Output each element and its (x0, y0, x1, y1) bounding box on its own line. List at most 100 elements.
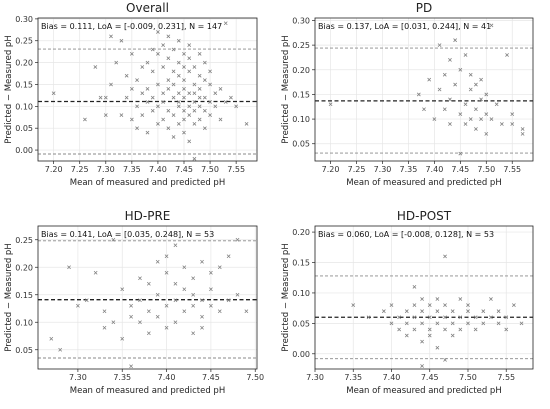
chart-title: HD-PRE (125, 209, 171, 223)
data-point (404, 333, 409, 338)
y-tick-label: 0.25 (15, 37, 33, 46)
data-point (466, 321, 470, 326)
data-point (484, 92, 489, 97)
data-point (209, 287, 213, 292)
data-point (244, 121, 249, 126)
x-tick-label: 7.25 (348, 165, 366, 174)
y-tick-label: 0.10 (292, 289, 310, 298)
data-point (191, 292, 196, 297)
data-point (171, 95, 176, 100)
y-tick-label: 0.10 (292, 115, 310, 124)
data-point (442, 107, 447, 112)
data-point (166, 108, 171, 113)
data-point (192, 100, 197, 104)
data-point (463, 102, 468, 107)
data-point (420, 321, 424, 326)
data-point (135, 104, 139, 109)
data-point (200, 259, 204, 264)
data-point (200, 314, 204, 319)
stats-annotation: Bias = 0.141, LoA = [0.035, 0.248], N = … (41, 230, 214, 239)
x-tick-label: 7.35 (113, 373, 131, 382)
data-point (182, 86, 186, 91)
data-point (135, 78, 139, 82)
data-point (171, 135, 176, 139)
data-point (156, 121, 160, 126)
data-point (208, 113, 212, 117)
data-point (208, 100, 212, 104)
data-point (146, 331, 151, 336)
data-point (443, 357, 447, 362)
data-point (171, 113, 176, 117)
data-point (328, 102, 333, 107)
x-axis-label: Mean of measured and predicted pH (346, 386, 501, 396)
data-point (484, 112, 489, 117)
data-point (187, 43, 192, 47)
x-tick-label: 7.35 (123, 165, 141, 174)
data-point (146, 281, 151, 286)
data-point (489, 23, 494, 28)
data-point (182, 130, 186, 135)
data-point (171, 47, 176, 52)
y-tick-label: 0.15 (292, 259, 310, 268)
data-point (150, 95, 155, 100)
data-point (202, 60, 207, 65)
y-tick-label: 0.05 (15, 346, 33, 355)
x-tick-label: 7.35 (344, 373, 362, 382)
data-point (197, 104, 202, 109)
data-point (146, 309, 151, 314)
y-axis-label: Predicted − Measured pH (4, 243, 14, 351)
data-point (58, 347, 63, 352)
data-point (389, 321, 394, 326)
y-tick-label: 0.25 (292, 41, 310, 50)
data-point (171, 69, 176, 74)
data-point (156, 104, 160, 109)
x-tick-label: 7.55 (227, 165, 245, 174)
data-point (474, 82, 478, 87)
data-point (156, 82, 160, 87)
data-point (155, 259, 160, 264)
data-point (182, 95, 186, 100)
data-point (389, 303, 394, 307)
data-point (192, 65, 197, 69)
data-point (182, 108, 186, 113)
x-tick-label: 7.20 (322, 165, 340, 174)
data-point (381, 309, 386, 314)
x-tick-label: 7.40 (383, 373, 401, 382)
data-point (443, 315, 447, 320)
y-tick-label: 0.20 (292, 66, 310, 75)
data-point (218, 86, 223, 91)
x-tick-label: 7.55 (503, 165, 521, 174)
x-tick-label: 7.30 (97, 165, 115, 174)
data-point (223, 100, 228, 104)
data-point (111, 237, 116, 242)
data-point (176, 104, 181, 109)
y-tick-label: 0.05 (292, 319, 310, 328)
data-point (192, 156, 197, 161)
data-point (420, 309, 424, 314)
data-point (397, 327, 402, 332)
data-point (192, 82, 197, 87)
data-point (67, 265, 71, 270)
x-axis-label: Mean of measured and predicted pH (70, 178, 225, 188)
data-point (192, 91, 197, 96)
data-point (129, 303, 133, 308)
x-tick-label: 7.45 (451, 165, 469, 174)
data-point (164, 303, 169, 308)
data-point (176, 73, 181, 78)
data-point (187, 56, 192, 61)
data-point (102, 325, 107, 330)
data-point (437, 43, 442, 48)
data-point (435, 309, 440, 314)
data-point (450, 309, 455, 314)
data-point (209, 303, 213, 308)
data-point (463, 122, 468, 126)
data-point (150, 69, 155, 74)
data-point (197, 95, 202, 100)
x-tick-label: 7.30 (69, 373, 87, 382)
y-tick-label: 0.15 (292, 90, 310, 99)
data-point (49, 336, 54, 341)
data-point (84, 298, 89, 303)
data-point (412, 315, 417, 320)
data-point (119, 113, 124, 117)
x-tick-label: 7.45 (202, 373, 220, 382)
